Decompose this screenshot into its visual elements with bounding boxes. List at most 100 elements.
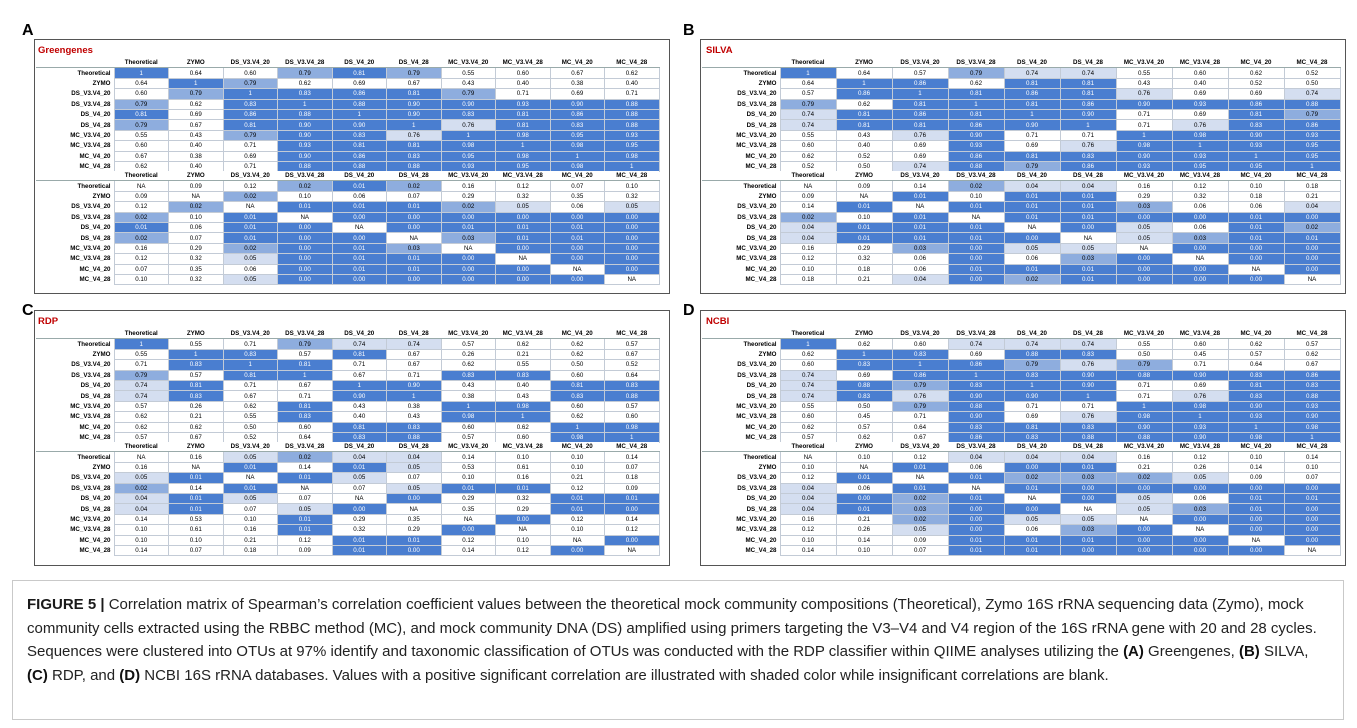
- pvalue-cell: 0.05: [222, 273, 278, 286]
- correlation-cell: 0.67: [386, 359, 442, 371]
- correlation-cell: 0.98: [495, 129, 551, 142]
- pvalue-cell: NA: [495, 253, 551, 265]
- pvalue-cell: 0.00: [604, 232, 660, 244]
- correlation-cell: 0.86: [331, 150, 387, 162]
- pvalue-cell: NA: [549, 534, 605, 546]
- correlation-cell: 1: [1059, 390, 1117, 402]
- pvalue-cell: NA: [549, 263, 605, 275]
- caption-label: FIGURE 5 |: [27, 596, 105, 613]
- correlation-cell: 0.88: [604, 119, 660, 131]
- pvalue-cell: 0.01: [386, 201, 442, 213]
- correlation-cell: 1: [113, 338, 169, 350]
- row-header: DS_V3.V4_28: [702, 99, 780, 110]
- table-row: DS_V3.V4_20 0.57 0.86 1 0.81 0.86 0.81 0.76 0.69…: [702, 88, 1341, 100]
- pvalue-cell: 0.00: [604, 263, 660, 275]
- row-header: Theoretical: [702, 67, 780, 79]
- pvalue-cell: 0.03: [1059, 253, 1117, 265]
- column-header: DS_V3.V4_28: [948, 329, 1004, 340]
- caption-ref-b: (B): [1238, 643, 1260, 660]
- column-header: MC_V3.V4_28: [495, 171, 550, 182]
- correlation-cell: 0.21: [168, 411, 224, 423]
- correlation-cell: 0.81: [277, 359, 333, 371]
- pvalue-cell: 0.16: [113, 242, 169, 255]
- row-header: MC_V3.V4_20: [702, 401, 780, 412]
- correlation-cell: 1: [495, 411, 551, 423]
- pvalue-cell: 0.00: [277, 263, 333, 275]
- correlation-cell: 0.62: [222, 400, 278, 413]
- pvalue-cell: 0.00: [604, 221, 660, 234]
- row-header: MC_V3.V4_28: [702, 140, 780, 152]
- correlation-cell: 0.83: [947, 421, 1005, 433]
- correlation-cell: 0.90: [277, 119, 333, 131]
- correlation-cell: 0.71: [1115, 390, 1173, 402]
- table-row: Theoretical 1 0.64 0.60 0.79 0.81 0.79 0.55 0.60…: [36, 67, 660, 79]
- pvalue-cell: 0.14: [779, 544, 837, 557]
- correlation-cell: 0.60: [1171, 67, 1229, 79]
- pvalue-cell: 0.10: [440, 472, 496, 484]
- pvalue-cell: 0.29: [440, 492, 496, 505]
- pvalue-cell: 0.01: [1283, 492, 1341, 505]
- correlation-cell: 0.43: [168, 129, 224, 142]
- pvalue-cell: NA: [113, 451, 169, 463]
- row-header: MC_V3.V4_20: [36, 130, 114, 141]
- correlation-cell: 0.90: [1115, 98, 1173, 110]
- column-header: DS_V4_20: [1004, 58, 1060, 69]
- row-header: ZYMO: [36, 78, 114, 89]
- correlation-cell: 0.81: [891, 119, 949, 131]
- pvalue-cell: 0.12: [549, 513, 605, 526]
- correlation-cell: 0.86: [549, 108, 605, 121]
- pvalue-cell: 0.01: [495, 232, 551, 244]
- table-row: MC_V3.V4_28 0.10 0.61 0.16 0.01 0.32 0.29 0.00 N…: [36, 524, 660, 536]
- row-header: ZYMO: [702, 191, 780, 202]
- correlation-cell: 0.95: [440, 150, 496, 162]
- correlation-cell: 0.88: [1115, 369, 1173, 381]
- table-row: Theoretical 1 0.64 0.57 0.79 0.74 0.74 0.55 0.60…: [702, 67, 1341, 79]
- table-row: MC_V3.V4_20 0.14 0.53 0.10 0.01 0.29 0.35 NA 0.0…: [36, 513, 660, 526]
- correlation-cell: 0.62: [113, 411, 169, 423]
- column-header: DS_V3.V4_20: [223, 442, 278, 453]
- correlation-cell: 0.86: [891, 108, 949, 121]
- pvalue-cell: 0.12: [495, 544, 551, 557]
- pvalue-cell: 0.07: [222, 503, 278, 515]
- table-row: MC_V3.V4_28 0.12 0.32 0.05 0.00 0.01 0.01 0.00 N…: [36, 253, 660, 265]
- correlation-cell: 0.67: [222, 390, 278, 402]
- pvalue-cell: 0.09: [1227, 472, 1285, 484]
- pvalue-cell: 0.12: [222, 180, 278, 192]
- pvalue-cell: NA: [779, 180, 837, 192]
- correlation-cell: 0.60: [891, 338, 949, 350]
- correlation-cell: 0.60: [779, 359, 837, 371]
- column-header: MC_V4_20: [1228, 58, 1284, 69]
- correlation-cell: 0.83: [1059, 150, 1117, 162]
- pvalue-cell: 0.01: [891, 232, 949, 244]
- table-row: DS_V3.V4_28 0.02 0.10 0.01 NA 0.00 0.00 0.00 0.0…: [36, 211, 660, 223]
- correlation-cell: 1: [277, 98, 333, 110]
- correlation-cell: 0.52: [604, 359, 660, 371]
- column-header: Theoretical: [780, 329, 836, 340]
- pvalue-cell: 0.03: [1059, 472, 1117, 484]
- correlation-cell: 0.90: [386, 98, 442, 110]
- pvalue-cell: 0.05: [331, 472, 387, 484]
- column-header: ZYMO: [836, 171, 892, 182]
- pvalue-cell: 0.01: [1059, 273, 1117, 286]
- correlation-cell: 0.43: [1115, 77, 1173, 90]
- row-header: MC_V4_20: [702, 422, 780, 433]
- pvalue-cell: NA: [1227, 263, 1285, 275]
- correlation-cell: 0.62: [779, 348, 837, 361]
- pvalue-cell: 0.00: [1171, 513, 1229, 526]
- pvalue-cell: NA: [947, 482, 1005, 494]
- correlation-cell: 0.45: [1171, 348, 1229, 361]
- correlation-cell: 0.38: [549, 77, 605, 90]
- pvalue-cell: 0.10: [835, 211, 893, 223]
- pvalue-cell: NA: [386, 503, 442, 515]
- correlation-cell: 1: [1171, 140, 1229, 152]
- pvalue-cell: 0.00: [947, 524, 1005, 536]
- pvalue-cell: 0.09: [113, 190, 169, 203]
- correlation-cell: 0.60: [113, 140, 169, 152]
- pvalue-cell: 0.02: [947, 180, 1005, 192]
- correlation-cell: 0.86: [1059, 98, 1117, 110]
- row-header: Theoretical: [36, 338, 114, 350]
- correlation-cell: 0.43: [331, 400, 387, 413]
- correlation-cell: 0.40: [835, 140, 893, 152]
- row-header: DS_V4_20: [702, 222, 780, 233]
- column-header: MC_V4_28: [604, 171, 659, 182]
